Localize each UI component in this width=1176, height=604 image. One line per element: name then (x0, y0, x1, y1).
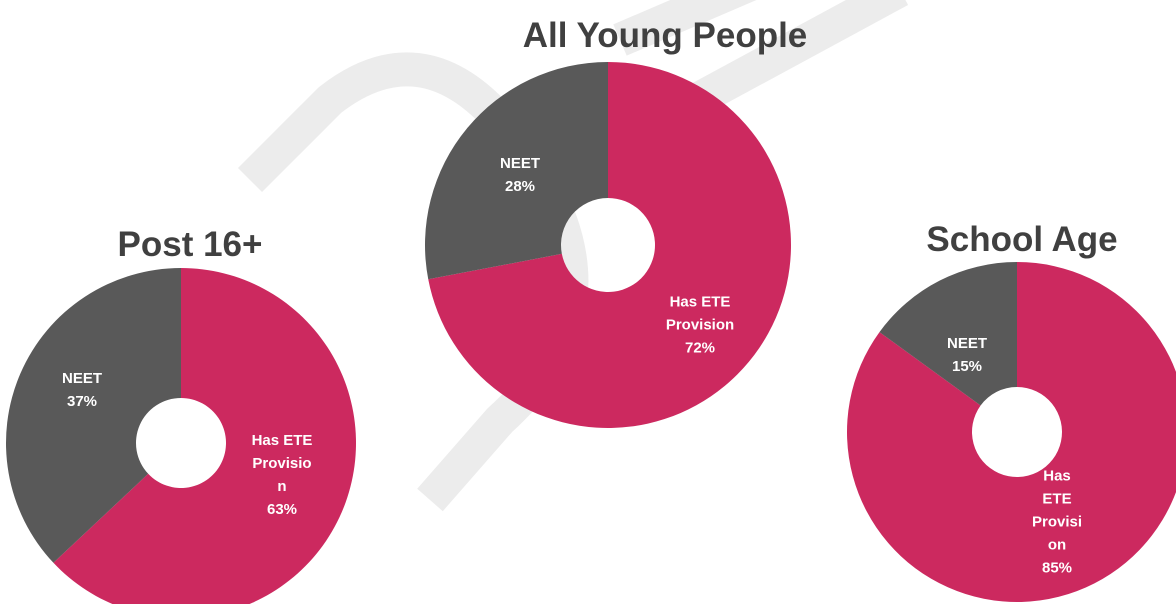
chart-title: All Young People (522, 16, 808, 55)
value-label: 85% (1041, 559, 1073, 577)
data-label: NEET 37% (52, 367, 112, 413)
donut-slice (847, 262, 1176, 602)
data-label: Has ETE Provision 85% (1029, 465, 1085, 580)
donut-slice (53, 268, 356, 604)
value-label: 37% (66, 393, 98, 410)
data-label: Has ETE Provision 72% (645, 291, 755, 360)
category-label: Has ETE Provision (665, 293, 735, 334)
value-label: 15% (951, 358, 983, 375)
value-label: 63% (266, 501, 298, 518)
data-label: NEET 15% (937, 332, 997, 378)
value-label: 72% (684, 339, 716, 357)
data-label: NEET 28% (490, 152, 550, 198)
donut-slice (879, 262, 1017, 406)
value-label: 28% (504, 178, 536, 195)
donut-slice (428, 62, 791, 429)
category-label: NEET (61, 370, 102, 387)
donut-slice (425, 62, 608, 280)
chart-title: School Age (926, 220, 1118, 259)
category-label: NEET (499, 155, 540, 172)
category-label: Has ETE Provision (1031, 467, 1083, 554)
category-label: NEET (946, 335, 987, 352)
data-label: Has ETE Provision 63% (251, 429, 313, 521)
donut-slice (6, 268, 181, 563)
category-label: Has ETE Provision (251, 432, 313, 495)
chart-title: Post 16+ (117, 225, 263, 264)
